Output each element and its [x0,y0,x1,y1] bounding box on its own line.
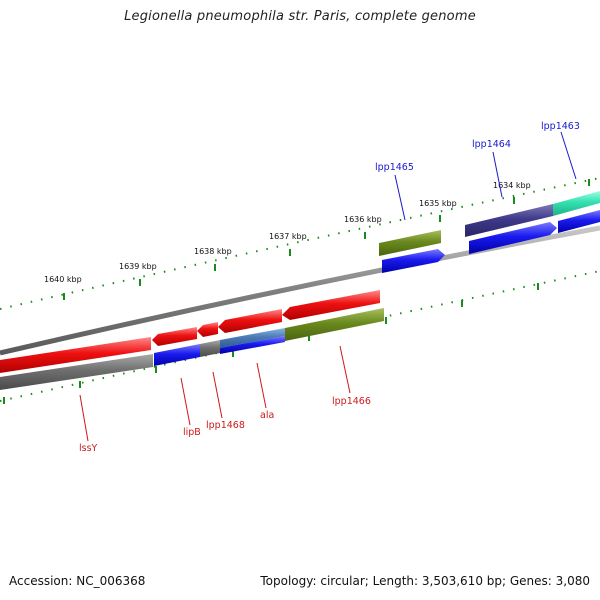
scale-label: 1638 kbp [194,247,232,256]
callout-line [256,362,267,409]
scale-label: 1636 kbp [344,215,382,224]
scale-label: 1634 kbp [493,181,531,190]
gene-arrow-lpp1463-teal[interactable] [553,191,600,216]
gene-arrow-ala-red[interactable] [218,309,282,333]
gene-arrow-ala-blue[interactable] [220,336,285,354]
callout-line [212,371,223,419]
gene-arrow-lpp1466-olive[interactable] [285,308,384,341]
gene-label-lpp1468: lpp1468 [206,420,245,431]
gene-arrow-lipB-red[interactable] [152,327,197,346]
gene-arrow-lpp1466-red[interactable] [282,290,380,320]
gene-arrow-lpp1464-navy[interactable] [465,204,553,237]
gene-label-lpp1465: lpp1465 [375,162,414,173]
gene-arrow-lpp1468-red[interactable] [197,322,218,337]
forward-callouts: lpp1465 lpp1464 lpp1463 [375,121,580,221]
scale-label: 1640 kbp [44,275,82,284]
reverse-strand [0,290,384,390]
genome-backbone [0,225,600,356]
gene-label-lpp1463: lpp1463 [541,121,580,132]
gene-arrow-lssY-gray[interactable] [0,354,153,390]
callout-line [79,394,89,442]
forward-strand [379,191,600,273]
gene-label-lpp1466: lpp1466 [332,396,371,407]
callout-line [560,131,577,180]
map-title: Legionella pneumophila str. Paris, compl… [124,9,476,24]
gene-arrow-lpp1463-blue[interactable] [558,210,600,233]
gene-arrow-lpp1464-blue[interactable] [469,222,557,254]
gene-arrow-lipB-blue[interactable] [154,344,200,366]
outer-scale: 1640 kbp 1639 kbp 1638 kbp 1637 kbp 1636… [0,177,600,310]
gene-arrow-lpp1468-gray[interactable] [200,340,220,357]
callout-line [492,151,503,198]
inner-scale [0,270,600,404]
scale-label: 1639 kbp [119,262,157,271]
gene-arrow-lpp1465-blue[interactable] [382,249,445,273]
gene-label-lpp1464: lpp1464 [472,139,511,150]
scale-label: 1637 kbp [269,232,307,241]
callout-line [339,345,351,394]
gene-arrow-ala-steel[interactable] [220,328,285,348]
callout-line [180,377,191,426]
gene-label-lssY: lssY [79,443,98,454]
gene-label-ala: ala [260,410,274,421]
callout-line [394,174,406,221]
reverse-callouts: lssY lipB lpp1468 ala lpp1466 [79,345,371,454]
topology-info: Topology: circular; Length: 3,503,610 bp… [260,574,590,588]
accession-info: Accession: NC_006368 [9,574,146,588]
scale-label: 1635 kbp [419,199,457,208]
gene-arrow-lpp1465-olive[interactable] [379,230,441,256]
gene-arrow-lssY-red[interactable] [0,337,151,373]
gene-label-lipB: lipB [183,427,201,438]
